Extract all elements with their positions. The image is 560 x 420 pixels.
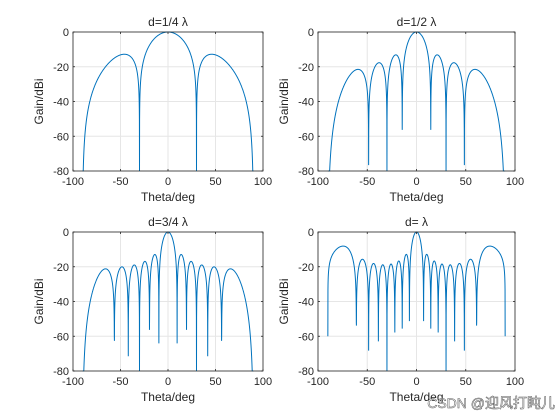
- subplot-1: -100 -50 0 50 100 0 -20 -40 -60 -80 d=1/4 λ Theta/d…: [32, 15, 272, 204]
- subplot-title: d= λ: [405, 215, 428, 229]
- x-tick-label: -100: [62, 176, 84, 188]
- x-tick-label: 50: [209, 376, 221, 388]
- x-tick-label: -100: [307, 376, 329, 388]
- y-tick-label: 0: [308, 227, 314, 239]
- x-axis-label: Theta/deg: [141, 390, 195, 404]
- y-tick-label: -40: [53, 97, 69, 109]
- x-tick-label: 100: [506, 176, 524, 188]
- y-tick-label: -40: [298, 97, 314, 109]
- x-tick-label: 0: [165, 376, 171, 388]
- x-tick-label: 50: [460, 176, 472, 188]
- x-axis-label: Theta/deg: [141, 190, 195, 204]
- x-tick-label: 0: [413, 376, 419, 388]
- subplot-4: -100 -50 0 50 100 0 -20 -40 -60 -80 d= λ Theta/deg G…: [277, 215, 524, 404]
- y-tick-label: -60: [53, 131, 69, 143]
- y-tick-label: -20: [298, 262, 314, 274]
- x-tick-label: -50: [113, 376, 129, 388]
- y-tick-label: -80: [298, 166, 314, 178]
- y-tick-label: -80: [298, 366, 314, 378]
- y-tick-label: -60: [298, 131, 314, 143]
- x-tick-label: -50: [359, 176, 375, 188]
- y-tick-label: -40: [53, 297, 69, 309]
- watermark: CSDN @迎风打盹儿: [427, 395, 555, 411]
- y-axis-label: Gain/dBi: [277, 278, 291, 324]
- y-tick-label: 0: [308, 27, 314, 39]
- subplot-grid: -100 -50 0 50 100 0 -20 -40 -60 -80 d=1/4 λ Theta/d…: [32, 15, 524, 404]
- y-tick-label: -20: [53, 62, 69, 74]
- x-tick-label: -100: [62, 376, 84, 388]
- y-tick-label: 0: [63, 27, 69, 39]
- x-tick-label: 100: [506, 376, 524, 388]
- y-tick-label: -20: [298, 62, 314, 74]
- y-axis-label: Gain/dBi: [32, 278, 46, 324]
- y-tick-label: 0: [63, 227, 69, 239]
- subplot-title: d=3/4 λ: [148, 215, 188, 229]
- subplot-3: -100 -50 0 50 100 0 -20 -40 -60 -80 d=3/4 λ Theta/d…: [32, 215, 272, 404]
- x-tick-label: 100: [254, 376, 272, 388]
- subplot-title: d=1/4 λ: [148, 15, 188, 29]
- subplot-2: -100 -50 0 50 100 0 -20 -40 -60 -80 d=1/2 λ Theta/d…: [277, 15, 524, 204]
- x-tick-label: 0: [413, 176, 419, 188]
- y-tick-label: -60: [298, 331, 314, 343]
- y-tick-label: -20: [53, 262, 69, 274]
- y-tick-label: -80: [53, 366, 69, 378]
- x-tick-label: -50: [359, 376, 375, 388]
- y-tick-label: -80: [53, 166, 69, 178]
- x-tick-label: -50: [113, 176, 129, 188]
- subplot-title: d=1/2 λ: [397, 15, 437, 29]
- x-tick-label: -100: [307, 176, 329, 188]
- x-axis-label: Theta/deg: [389, 190, 443, 204]
- y-tick-label: -60: [53, 331, 69, 343]
- y-tick-label: -40: [298, 297, 314, 309]
- x-tick-label: 100: [254, 176, 272, 188]
- x-tick-label: 50: [460, 376, 472, 388]
- x-tick-label: 0: [165, 176, 171, 188]
- x-axis-label: Theta/deg: [389, 390, 443, 404]
- y-axis-label: Gain/dBi: [32, 78, 46, 124]
- y-axis-label: Gain/dBi: [277, 78, 291, 124]
- x-tick-label: 50: [209, 176, 221, 188]
